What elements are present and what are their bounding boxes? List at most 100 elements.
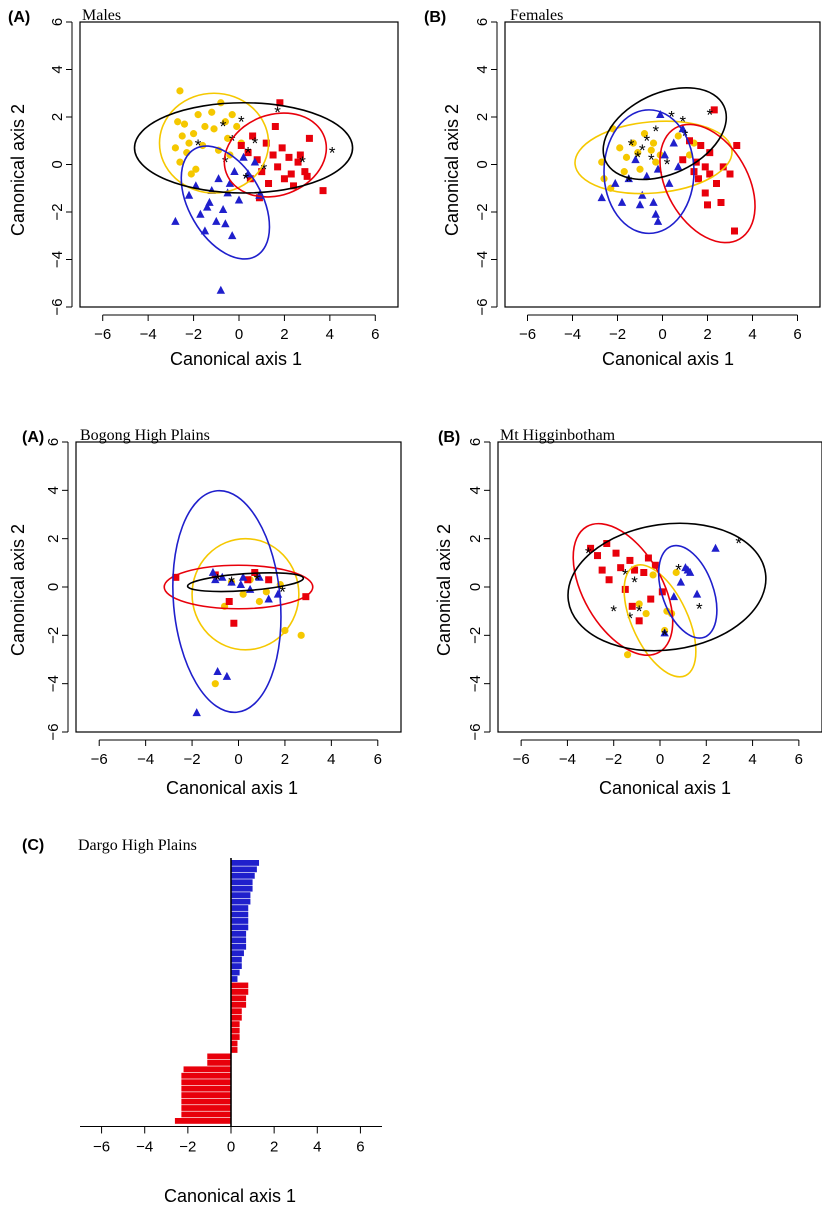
point-square — [230, 619, 238, 627]
point-square — [651, 561, 659, 569]
point-triangle — [225, 178, 235, 187]
x-tick-label: 6 — [356, 1138, 364, 1155]
point-square — [258, 168, 266, 176]
x-tick-label: 2 — [281, 751, 289, 768]
x-tick-label: 6 — [795, 751, 803, 768]
bar — [231, 1001, 247, 1008]
y-tick-label: −6 — [49, 298, 66, 315]
point-square — [731, 227, 738, 235]
y-axis-label: Canonical axis 2 — [442, 104, 462, 236]
point-circle — [228, 111, 236, 119]
point-asterisk: * — [245, 143, 252, 162]
point-square — [726, 170, 734, 178]
x-tick-label: 2 — [270, 1138, 278, 1155]
point-square — [603, 540, 611, 547]
point-asterisk: * — [643, 131, 650, 150]
bar — [181, 1105, 231, 1111]
confidence-ellipse — [180, 145, 271, 260]
point-asterisk: * — [243, 169, 250, 188]
confidence-ellipse — [603, 109, 695, 235]
point-circle — [629, 139, 637, 147]
bar — [231, 1040, 238, 1047]
point-circle — [233, 122, 241, 131]
point-square — [296, 151, 304, 159]
y-tick-label: −4 — [45, 675, 62, 692]
point-circle — [647, 146, 655, 154]
point-square — [621, 585, 629, 593]
y-tick-label: 6 — [474, 18, 491, 26]
point-triangle — [665, 178, 674, 187]
x-axis-label: Canonical axis 1 — [602, 349, 734, 369]
bar — [231, 963, 242, 969]
point-asterisk: * — [252, 134, 259, 153]
bar — [231, 1027, 240, 1034]
point-triangle — [653, 216, 663, 225]
point-triangle — [203, 202, 212, 211]
point-triangle — [669, 138, 678, 147]
y-tick-label: −6 — [474, 298, 491, 315]
x-tick-label: 2 — [703, 326, 711, 343]
y-tick-label: 4 — [49, 65, 66, 73]
point-circle — [262, 588, 270, 596]
plot-frame — [79, 21, 399, 308]
point-triangle — [642, 171, 651, 180]
point-asterisk: * — [214, 570, 221, 589]
bar — [231, 885, 253, 892]
point-asterisk: * — [299, 153, 306, 172]
point-triangle — [676, 577, 686, 586]
point-circle — [255, 597, 263, 606]
point-asterisk: * — [652, 122, 659, 141]
point-triangle — [597, 193, 606, 202]
point-circle — [649, 571, 657, 579]
point-triangle — [221, 219, 230, 228]
point-square — [695, 175, 702, 183]
y-tick-label: 4 — [467, 486, 484, 494]
point-circle — [171, 144, 179, 152]
y-tick-label: 0 — [474, 160, 491, 168]
point-square — [262, 139, 270, 147]
bar — [231, 956, 242, 963]
point-square — [719, 163, 727, 171]
point-asterisk: * — [329, 143, 336, 162]
point-asterisk: * — [627, 609, 634, 628]
y-tick-label: 0 — [45, 583, 62, 591]
panel-title: Bogong High Plains — [80, 427, 210, 444]
point-triangle — [660, 628, 669, 637]
point-triangle — [216, 285, 226, 294]
x-tick-label: 4 — [748, 751, 756, 768]
bar — [231, 937, 247, 944]
y-axis-label: Canonical axis 2 — [434, 524, 454, 656]
plot-frame — [504, 21, 821, 308]
point-circle — [642, 609, 650, 618]
x-tick-label: −4 — [564, 326, 581, 343]
x-tick-label: 4 — [327, 751, 335, 768]
point-square — [733, 142, 741, 149]
point-asterisk: * — [628, 136, 635, 155]
point-square — [631, 566, 639, 574]
point-triangle — [264, 594, 273, 603]
confidence-ellipse — [163, 564, 314, 610]
bar — [181, 1098, 231, 1105]
point-triangle — [236, 579, 246, 588]
bar — [231, 1047, 238, 1053]
point-triangle — [227, 231, 237, 240]
point-circle — [620, 168, 628, 176]
bar — [181, 1079, 231, 1086]
point-asterisk: * — [254, 570, 261, 589]
point-circle — [201, 122, 209, 131]
x-axis-label: Canonical axis 1 — [164, 1186, 296, 1206]
point-asterisk: * — [279, 582, 286, 601]
x-tick-label: 2 — [702, 751, 710, 768]
point-square — [319, 187, 327, 195]
x-tick-label: −4 — [137, 751, 154, 768]
x-tick-label: −4 — [136, 1138, 153, 1155]
point-circle — [652, 158, 660, 166]
y-tick-label: −2 — [474, 203, 491, 220]
point-circle — [178, 132, 186, 140]
point-circle — [297, 631, 305, 639]
point-triangle — [222, 671, 232, 680]
point-square — [237, 142, 245, 149]
x-tick-label: 4 — [313, 1138, 321, 1155]
point-circle — [221, 118, 229, 126]
